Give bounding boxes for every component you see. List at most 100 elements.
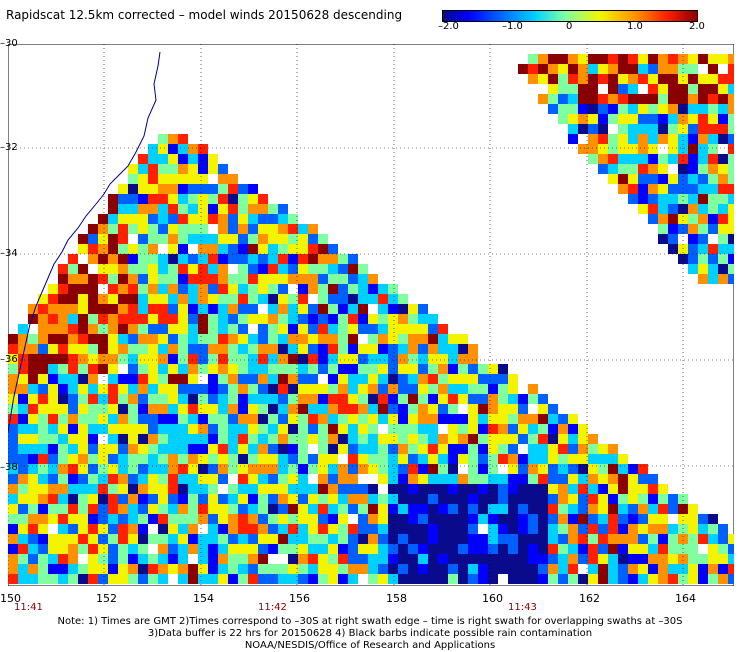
wind-cell xyxy=(378,434,388,444)
wind-cell xyxy=(118,284,128,294)
wind-cell xyxy=(48,424,58,434)
wind-cell xyxy=(118,344,128,354)
wind-cell xyxy=(608,464,618,474)
wind-cell xyxy=(318,434,328,444)
wind-cell xyxy=(488,424,498,434)
wind-cell xyxy=(448,474,458,484)
wind-cell xyxy=(98,244,108,254)
wind-cell xyxy=(528,564,538,574)
wind-cell xyxy=(298,494,308,504)
wind-cell xyxy=(178,224,188,234)
wind-cell xyxy=(568,564,578,574)
wind-cell xyxy=(448,424,458,434)
wind-cell xyxy=(358,314,368,324)
wind-cell xyxy=(378,494,388,504)
wind-cell xyxy=(708,114,718,124)
wind-cell xyxy=(348,534,358,544)
wind-cell xyxy=(598,144,608,154)
wind-cell xyxy=(248,514,258,524)
wind-cell xyxy=(248,564,258,574)
wind-cell xyxy=(168,264,178,274)
wind-cell xyxy=(268,414,278,424)
wind-cell xyxy=(38,564,48,574)
wind-cell xyxy=(248,224,258,234)
wind-cell xyxy=(508,484,518,494)
wind-cell xyxy=(278,234,288,244)
wind-cell xyxy=(228,484,238,494)
wind-cell xyxy=(468,574,478,584)
wind-cell xyxy=(138,194,148,204)
lon-label: 164 xyxy=(675,592,696,605)
wind-cell xyxy=(218,274,228,284)
wind-cell xyxy=(198,454,208,464)
wind-cell xyxy=(148,234,158,244)
wind-cell xyxy=(428,524,438,534)
wind-cell xyxy=(288,264,298,274)
wind-cell xyxy=(418,534,428,544)
wind-cell xyxy=(248,474,258,484)
wind-cell xyxy=(208,314,218,324)
wind-cell xyxy=(108,514,118,524)
wind-cell xyxy=(108,194,118,204)
wind-cell xyxy=(708,514,718,524)
wind-cell xyxy=(418,334,428,344)
wind-cell xyxy=(428,474,438,484)
wind-cell xyxy=(468,414,478,424)
wind-cell xyxy=(558,424,568,434)
wind-cell xyxy=(528,484,538,494)
wind-cell xyxy=(638,484,648,494)
wind-cell xyxy=(218,414,228,424)
wind-cell xyxy=(288,394,298,404)
wind-cell xyxy=(448,414,458,424)
wind-cell xyxy=(528,64,538,74)
wind-cell xyxy=(508,474,518,484)
wind-cell xyxy=(48,404,58,414)
wind-cell xyxy=(308,234,318,244)
wind-cell xyxy=(528,444,538,454)
wind-cell xyxy=(8,354,18,364)
wind-cell xyxy=(398,454,408,464)
wind-cell xyxy=(458,474,468,484)
wind-cell xyxy=(478,504,488,514)
wind-cell xyxy=(118,224,128,234)
wind-cell xyxy=(498,484,508,494)
wind-cell xyxy=(18,434,28,444)
wind-cell xyxy=(138,214,148,224)
wind-cell xyxy=(438,524,448,534)
wind-cell xyxy=(228,494,238,504)
wind-cell xyxy=(228,174,238,184)
wind-cell xyxy=(58,374,68,384)
wind-cell xyxy=(678,114,688,124)
wind-cell xyxy=(208,524,218,534)
wind-cell xyxy=(688,564,698,574)
wind-cell xyxy=(328,524,338,534)
wind-cell xyxy=(258,284,268,294)
wind-cell xyxy=(128,454,138,464)
wind-cell xyxy=(648,574,658,584)
wind-cell xyxy=(478,554,488,564)
wind-cell xyxy=(348,384,358,394)
wind-cell xyxy=(328,304,338,314)
wind-cell xyxy=(198,564,208,574)
wind-cell xyxy=(638,474,648,484)
wind-cell xyxy=(198,254,208,264)
wind-cell xyxy=(168,484,178,494)
wind-cell xyxy=(168,464,178,474)
wind-cell xyxy=(358,424,368,434)
wind-cell xyxy=(148,404,158,414)
wind-cell xyxy=(78,514,88,524)
wind-cell xyxy=(458,514,468,524)
wind-cell xyxy=(498,394,508,404)
wind-cell xyxy=(328,364,338,374)
wind-cell xyxy=(328,294,338,304)
wind-cell xyxy=(598,164,608,174)
wind-cell xyxy=(18,414,28,424)
wind-cell xyxy=(118,384,128,394)
wind-cell xyxy=(278,364,288,374)
wind-cell xyxy=(278,424,288,434)
wind-cell xyxy=(598,124,608,134)
wind-cell xyxy=(408,554,418,564)
wind-cell xyxy=(128,414,138,424)
wind-cell xyxy=(588,544,598,554)
wind-cell xyxy=(608,554,618,564)
